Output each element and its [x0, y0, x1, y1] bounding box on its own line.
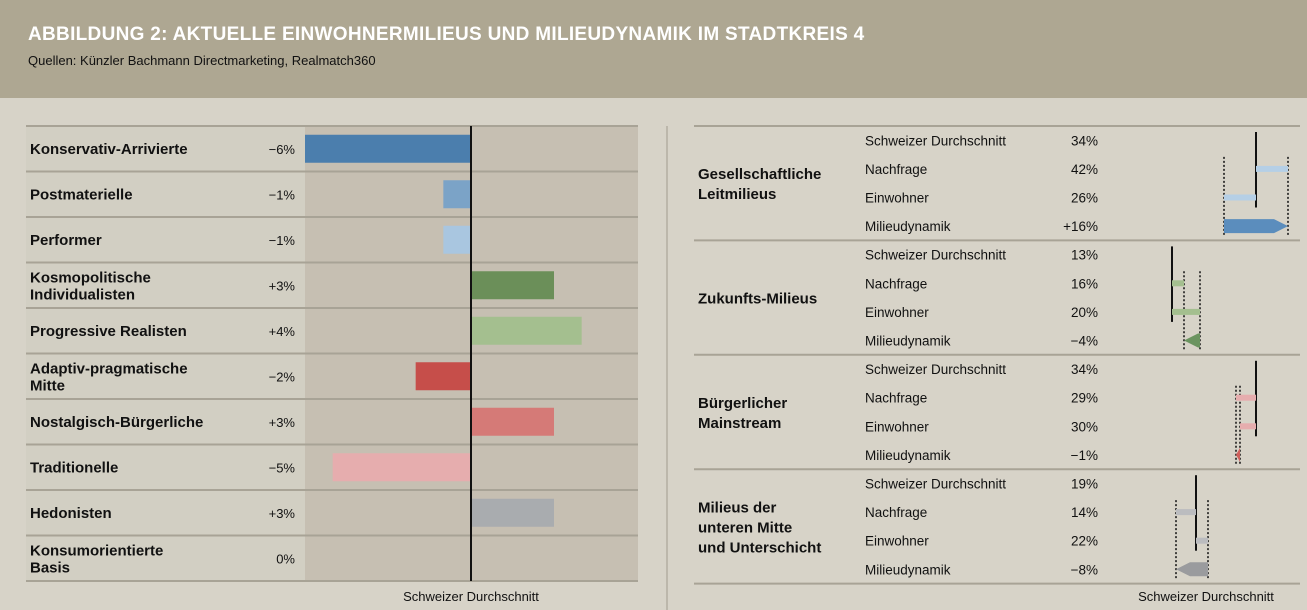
row-label: Nachfrage	[865, 391, 927, 406]
bar	[443, 225, 471, 254]
row-value: −4%	[1071, 334, 1098, 349]
row-label: Einwohner	[865, 305, 929, 320]
value-label: −1%	[269, 187, 296, 202]
value-label: −5%	[269, 460, 296, 475]
row-value: 29%	[1071, 391, 1098, 406]
group-label: Zukunfts-Milieus	[698, 291, 817, 308]
row-value: 14%	[1071, 505, 1098, 520]
row-value: 34%	[1071, 362, 1098, 377]
row-value: 16%	[1071, 276, 1098, 291]
bar	[415, 362, 471, 391]
value-label: −6%	[269, 142, 296, 157]
dynamik-arrow	[1224, 219, 1288, 234]
bar	[471, 498, 554, 527]
einwohner-bar	[1224, 194, 1256, 201]
row-label: Einwohner	[865, 419, 929, 434]
row-value: 34%	[1071, 133, 1098, 148]
x-axis-label: Schweizer Durchschnitt	[403, 589, 539, 604]
row-value: 22%	[1071, 534, 1098, 549]
bar	[305, 134, 471, 163]
row-label: Schweizer Durchschnitt	[865, 248, 1006, 263]
category-label: Basis	[30, 559, 70, 576]
row-label: Schweizer Durchschnitt	[865, 477, 1006, 492]
row-label: Milieudynamik	[865, 562, 951, 577]
category-label: Konservativ-Arrivierte	[30, 141, 188, 158]
category-label: Adaptiv-pragmatische	[30, 360, 188, 377]
x-axis-label: Schweizer Durchschnitt	[1138, 589, 1274, 604]
dynamik-arrow	[1184, 333, 1200, 348]
category-label: Progressive Realisten	[30, 323, 187, 340]
value-label: +3%	[269, 415, 296, 430]
dynamik-arrow	[1236, 447, 1240, 462]
value-label: +4%	[269, 324, 296, 339]
row-label: Einwohner	[865, 534, 929, 549]
page-title: ABBILDUNG 2: AKTUELLE EINWOHNERMILIEUS U…	[28, 24, 865, 45]
row-label: Schweizer Durchschnitt	[865, 133, 1006, 148]
row-label: Einwohner	[865, 191, 929, 206]
category-label: Individualisten	[30, 286, 135, 303]
row-value: 13%	[1071, 248, 1098, 263]
category-label: Performer	[30, 232, 102, 249]
value-label: 0%	[276, 551, 295, 566]
row-value: +16%	[1063, 219, 1098, 234]
group-label: Leitmilieus	[698, 186, 776, 203]
value-label: −2%	[269, 369, 296, 384]
group-label: Bürgerlicher	[698, 395, 787, 412]
value-label: +3%	[269, 506, 296, 521]
row-value: −8%	[1071, 562, 1098, 577]
einwohner-bar	[1196, 537, 1208, 544]
source-line: Quellen: Künzler Bachmann Directmarketin…	[28, 53, 376, 68]
row-label: Milieudynamik	[865, 219, 951, 234]
category-label: Hedonisten	[30, 505, 112, 522]
category-label: Nostalgisch-Bürgerliche	[30, 414, 203, 431]
nachfrage-bar	[1256, 165, 1288, 172]
category-label: Postmaterielle	[30, 186, 133, 203]
row-label: Milieudynamik	[865, 334, 951, 349]
milieu-bar-chart: Konservativ-Arrivierte −6% Postmaterielle −…	[26, 125, 638, 604]
row-value: 19%	[1071, 477, 1098, 492]
row-value: 42%	[1071, 162, 1098, 177]
category-label: Traditionelle	[30, 459, 118, 476]
group-label: Milieus der	[698, 499, 777, 516]
bar	[471, 271, 554, 300]
group-label: und Unterschicht	[698, 539, 821, 556]
nachfrage-bar	[1236, 394, 1256, 401]
bar	[471, 316, 582, 345]
value-label: +3%	[269, 278, 296, 293]
einwohner-bar	[1240, 423, 1256, 430]
value-label: −1%	[269, 233, 296, 248]
nachfrage-bar	[1176, 509, 1196, 516]
row-label: Schweizer Durchschnitt	[865, 362, 1006, 377]
einwohner-bar	[1172, 308, 1200, 315]
group-label: Gesellschaftliche	[698, 166, 821, 183]
category-label: Mitte	[30, 377, 65, 394]
row-label: Nachfrage	[865, 276, 927, 291]
bar	[443, 180, 471, 209]
category-label: Kosmopolitische	[30, 269, 151, 286]
bar	[332, 453, 471, 482]
row-value: 20%	[1071, 305, 1098, 320]
row-label: Milieudynamik	[865, 448, 951, 463]
dynamik-arrow	[1176, 562, 1208, 577]
row-value: 26%	[1071, 191, 1098, 206]
category-label: Konsumorientierte	[30, 542, 163, 559]
nachfrage-bar	[1172, 280, 1184, 287]
row-label: Nachfrage	[865, 505, 927, 520]
group-label: unteren Mitte	[698, 519, 792, 536]
row-label: Nachfrage	[865, 162, 927, 177]
header-banner: ABBILDUNG 2: AKTUELLE EINWOHNERMILIEUS U…	[0, 0, 1307, 98]
group-label: Mainstream	[698, 415, 781, 432]
row-value: 30%	[1071, 419, 1098, 434]
panel-divider	[666, 126, 668, 610]
bar	[471, 407, 554, 436]
row-value: −1%	[1071, 448, 1098, 463]
